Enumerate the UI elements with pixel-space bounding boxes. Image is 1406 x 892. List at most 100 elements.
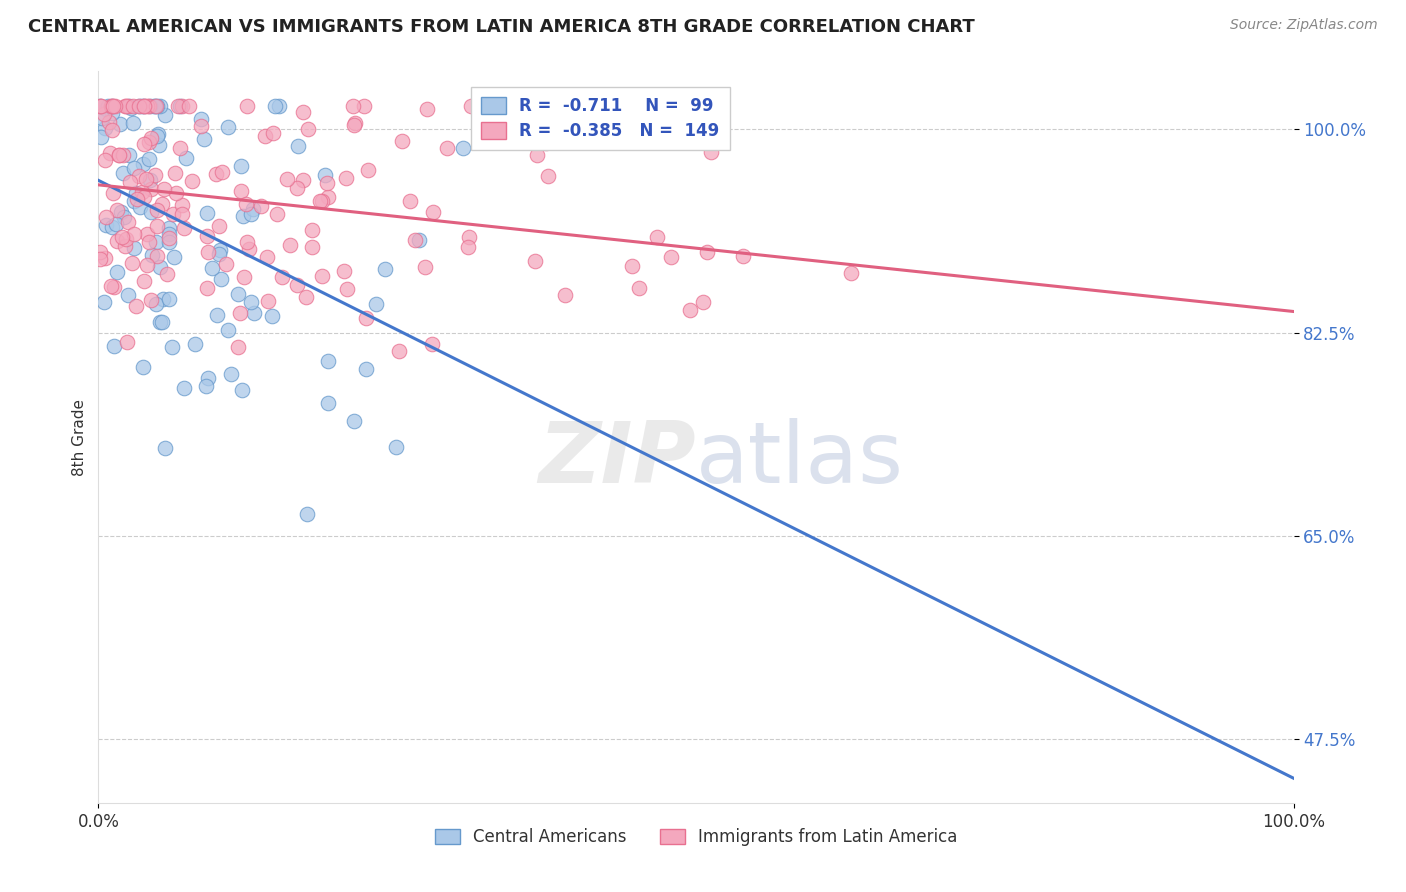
Point — [122, 241, 145, 255]
Point — [105, 202, 128, 217]
Point — [138, 99, 160, 113]
Point — [157, 220, 180, 235]
Point — [215, 256, 238, 270]
Point — [89, 99, 111, 113]
Point — [408, 234, 430, 248]
Point — [117, 288, 139, 302]
Point — [195, 281, 218, 295]
Point — [388, 343, 411, 358]
Point — [174, 151, 197, 165]
Point — [125, 186, 148, 200]
Point — [122, 99, 145, 113]
Point — [422, 205, 444, 219]
Point — [211, 164, 233, 178]
Point — [90, 129, 112, 144]
Point — [135, 171, 157, 186]
Point — [101, 99, 124, 113]
Point — [149, 260, 172, 275]
Point — [163, 166, 186, 180]
Point — [197, 370, 219, 384]
Point — [135, 258, 157, 272]
Point — [89, 252, 111, 266]
Point — [291, 173, 314, 187]
Point — [335, 282, 357, 296]
Point — [150, 315, 173, 329]
Point — [117, 99, 139, 113]
Point — [276, 171, 298, 186]
Point — [554, 288, 576, 302]
Point — [112, 166, 135, 180]
Point — [287, 139, 309, 153]
Point — [399, 194, 422, 208]
Point — [297, 121, 319, 136]
Point — [100, 279, 122, 293]
Point — [112, 147, 135, 161]
Point — [291, 104, 314, 119]
Point — [285, 181, 308, 195]
Point — [537, 169, 560, 184]
Point — [169, 99, 191, 113]
Point — [150, 197, 173, 211]
Point — [89, 99, 111, 113]
Point — [342, 99, 364, 113]
Point — [295, 290, 318, 304]
Point — [235, 197, 257, 211]
Point — [139, 131, 162, 145]
Point — [733, 249, 755, 263]
Point — [162, 206, 184, 220]
Point — [374, 262, 396, 277]
Point — [145, 219, 167, 233]
Point — [139, 204, 162, 219]
Point — [343, 414, 366, 428]
Point — [143, 168, 166, 182]
Point — [108, 148, 131, 162]
Point — [157, 231, 180, 245]
Point — [89, 244, 111, 259]
Point — [333, 264, 356, 278]
Point — [177, 99, 200, 113]
Point — [238, 242, 260, 256]
Point — [354, 311, 377, 326]
Point — [201, 260, 224, 275]
Point — [208, 243, 231, 257]
Point — [124, 194, 146, 209]
Point — [121, 256, 143, 270]
Point — [267, 99, 290, 113]
Point — [391, 134, 413, 148]
Point — [243, 306, 266, 320]
Point — [105, 235, 128, 249]
Point — [107, 265, 129, 279]
Point — [205, 309, 228, 323]
Point — [173, 220, 195, 235]
Point — [190, 112, 212, 127]
Point — [263, 99, 285, 113]
Point — [98, 115, 121, 129]
Point — [100, 99, 122, 113]
Point — [236, 99, 259, 113]
Point — [101, 219, 124, 234]
Point — [138, 99, 160, 113]
Point — [314, 168, 336, 182]
Point — [404, 233, 426, 247]
Point — [415, 102, 437, 116]
Point — [145, 235, 167, 249]
Point — [153, 108, 176, 122]
Text: Source: ZipAtlas.com: Source: ZipAtlas.com — [1230, 18, 1378, 32]
Text: atlas: atlas — [696, 417, 904, 500]
Point — [97, 99, 120, 113]
Point — [146, 129, 169, 144]
Point — [233, 270, 256, 285]
Point — [94, 102, 117, 116]
Point — [157, 292, 180, 306]
Point — [145, 249, 167, 263]
Point — [343, 116, 366, 130]
Point — [385, 440, 408, 454]
Point — [100, 122, 122, 136]
Point — [180, 174, 202, 188]
Point — [103, 280, 125, 294]
Point — [131, 360, 153, 375]
Point — [153, 441, 176, 455]
Point — [138, 235, 160, 249]
Point — [114, 99, 136, 113]
Point — [118, 148, 141, 162]
